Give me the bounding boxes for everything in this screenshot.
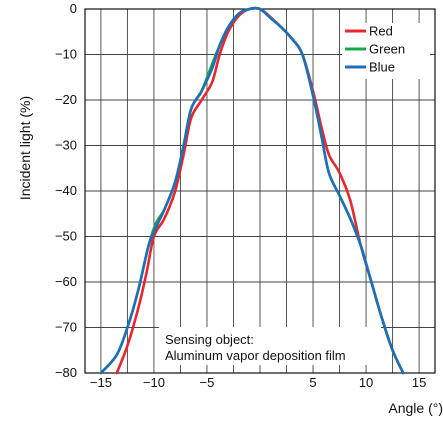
y-tick-label: −10 [55, 47, 77, 62]
y-tick-label: −20 [55, 92, 77, 107]
y-tick-label: −70 [55, 320, 77, 335]
legend-label-blue: Blue [369, 60, 395, 75]
y-tick-label: −60 [55, 274, 77, 289]
note-line-1: Sensing object: [165, 332, 254, 347]
sensing-object-note: Sensing object: Aluminum vapor depositio… [159, 327, 381, 365]
y-tick-labels: 0 −10 −20 −30 −40 −50 −60 −70 −80 [55, 1, 77, 380]
x-tick-label: −5 [200, 375, 215, 390]
x-tick-label: 10 [359, 375, 373, 390]
y-tick-label: −40 [55, 183, 77, 198]
series-line-blue [99, 6, 405, 375]
series-lines [99, 6, 405, 375]
x-axis-title: Angle (°) [388, 400, 443, 416]
x-tick-label: −10 [143, 375, 165, 390]
y-tick-label: −30 [55, 138, 77, 153]
x-tick-label: 15 [412, 375, 426, 390]
x-tick-label: −15 [90, 375, 112, 390]
y-axis-title: Incident light (%) [17, 96, 33, 200]
y-tick-label: −80 [55, 365, 77, 380]
y-tick-label: 0 [70, 1, 77, 16]
legend-label-green: Green [369, 42, 405, 57]
note-line-2: Aluminum vapor deposition film [165, 348, 346, 363]
legend: Red Green Blue [342, 23, 430, 79]
legend-label-red: Red [369, 24, 393, 39]
x-tick-labels: −15 −10 −5 5 10 15 [90, 375, 426, 390]
x-tick-label: 5 [309, 375, 316, 390]
y-tick-label: −50 [55, 229, 77, 244]
note-box [159, 327, 381, 365]
